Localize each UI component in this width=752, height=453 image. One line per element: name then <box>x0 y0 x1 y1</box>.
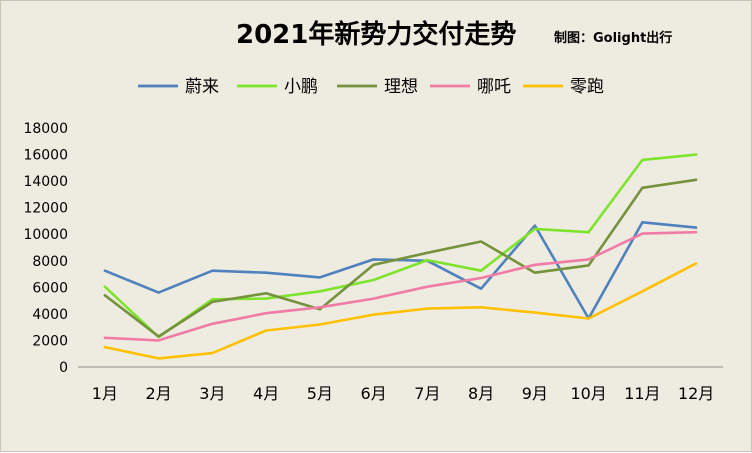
x-tick-label: 4月 <box>253 384 279 403</box>
series-line-1 <box>103 153 698 339</box>
x-tick-label: 12月 <box>678 384 714 403</box>
legend-label: 哪吒 <box>477 77 511 97</box>
y-tick-label: 2000 <box>32 333 68 349</box>
y-tick-label: 14000 <box>23 174 68 190</box>
x-tick-label: 9月 <box>522 384 548 403</box>
x-tick-label: 7月 <box>414 384 440 403</box>
series-layer <box>103 153 698 360</box>
y-tick-label: 6000 <box>32 280 68 296</box>
x-tick-label: 2月 <box>146 384 172 403</box>
legend-label: 蔚来 <box>185 77 219 97</box>
x-tick-label: 1月 <box>92 384 118 403</box>
x-tick-label: 10月 <box>570 384 606 403</box>
x-tick-label: 8月 <box>468 384 494 403</box>
series-line-4 <box>103 262 698 360</box>
y-tick-label: 18000 <box>23 121 68 137</box>
x-tick-label: 6月 <box>361 384 387 403</box>
x-tick-label: 11月 <box>624 384 660 403</box>
series-line-2 <box>103 178 698 338</box>
y-tick-label: 16000 <box>23 148 68 164</box>
x-tick-label: 5月 <box>307 384 333 403</box>
legend-label: 小鹏 <box>284 77 318 97</box>
legend: 蔚来 小鹏 理想 哪吒 零跑 <box>138 77 604 97</box>
chart-credit: 制图：Golight出行 <box>554 30 672 46</box>
y-tick-label: 10000 <box>23 227 68 243</box>
series-line-3 <box>103 230 698 342</box>
y-axis: 0 2000 4000 6000 8000 10000 12000 14000 16000 180… <box>23 121 68 376</box>
y-tick-label: 4000 <box>32 307 68 323</box>
x-axis: 1月 2月 3月 4月 5月 6月 7月 8月 9月 10月 11月 12月 <box>78 366 723 403</box>
legend-label: 零跑 <box>570 77 604 97</box>
legend-label: 理想 <box>384 77 418 97</box>
y-tick-label: 0 <box>59 360 68 376</box>
y-tick-label: 12000 <box>23 201 68 217</box>
chart-title: 2021年新势力交付走势 <box>236 19 516 50</box>
x-tick-label: 3月 <box>199 384 225 403</box>
y-tick-label: 8000 <box>32 254 68 270</box>
